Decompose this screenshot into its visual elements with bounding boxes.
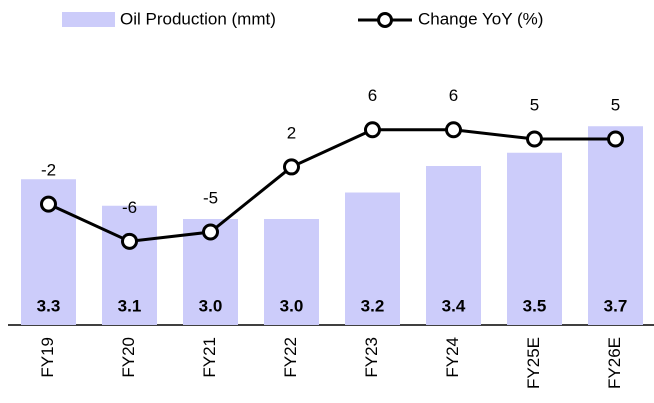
- line-value-label: -2: [41, 161, 56, 180]
- bar: [102, 205, 157, 325]
- legend-swatch-bar: [62, 12, 115, 27]
- x-tick-label: FY19: [38, 337, 57, 378]
- bar-value-label: 3.0: [280, 296, 304, 315]
- bar-value-label: 3.5: [523, 296, 547, 315]
- line-marker: [40, 195, 57, 213]
- line-value-label: 5: [611, 96, 620, 115]
- line-marker: [526, 130, 543, 148]
- line-marker: [364, 121, 381, 139]
- bar-value-label: 3.0: [199, 296, 223, 315]
- bar: [426, 166, 481, 325]
- line-marker: [202, 223, 219, 241]
- line-marker: [121, 232, 138, 250]
- bar: [345, 192, 400, 325]
- line-value-label: -6: [122, 198, 137, 217]
- bar: [507, 152, 562, 325]
- line-marker: [445, 121, 462, 139]
- bar-value-label: 3.3: [37, 296, 61, 315]
- line-value-label: 2: [287, 123, 296, 142]
- line-value-label: -5: [203, 189, 218, 208]
- line-value-label: 6: [449, 86, 458, 105]
- x-tick-label: FY20: [119, 337, 138, 378]
- line-value-label: 6: [368, 86, 377, 105]
- x-tick-label: FY23: [362, 337, 381, 378]
- x-tick-label: FY22: [281, 337, 300, 378]
- bar-value-label: 3.7: [604, 296, 628, 315]
- line-value-label: 5: [530, 96, 539, 115]
- line: [47, 128, 616, 243]
- bar-value-label: 3.1: [118, 296, 142, 315]
- legend-marker: [377, 12, 393, 28]
- x-tick-label: FY25E: [524, 337, 543, 389]
- bar: [588, 126, 643, 325]
- legend: Oil Production (mmt) Change YoY (%): [62, 9, 543, 28]
- x-tick-label: FY26E: [605, 337, 624, 389]
- x-tick-label: FY24: [443, 337, 462, 378]
- legend-label: Oil Production (mmt): [120, 9, 276, 28]
- bar: [264, 219, 319, 325]
- bar-value-label: 3.2: [361, 296, 385, 315]
- line-marker: [607, 130, 624, 148]
- legend-label: Change YoY (%): [418, 9, 543, 28]
- bar-value-label: 3.4: [442, 296, 466, 315]
- line-marker: [283, 158, 300, 176]
- x-tick-label: FY21: [200, 337, 219, 378]
